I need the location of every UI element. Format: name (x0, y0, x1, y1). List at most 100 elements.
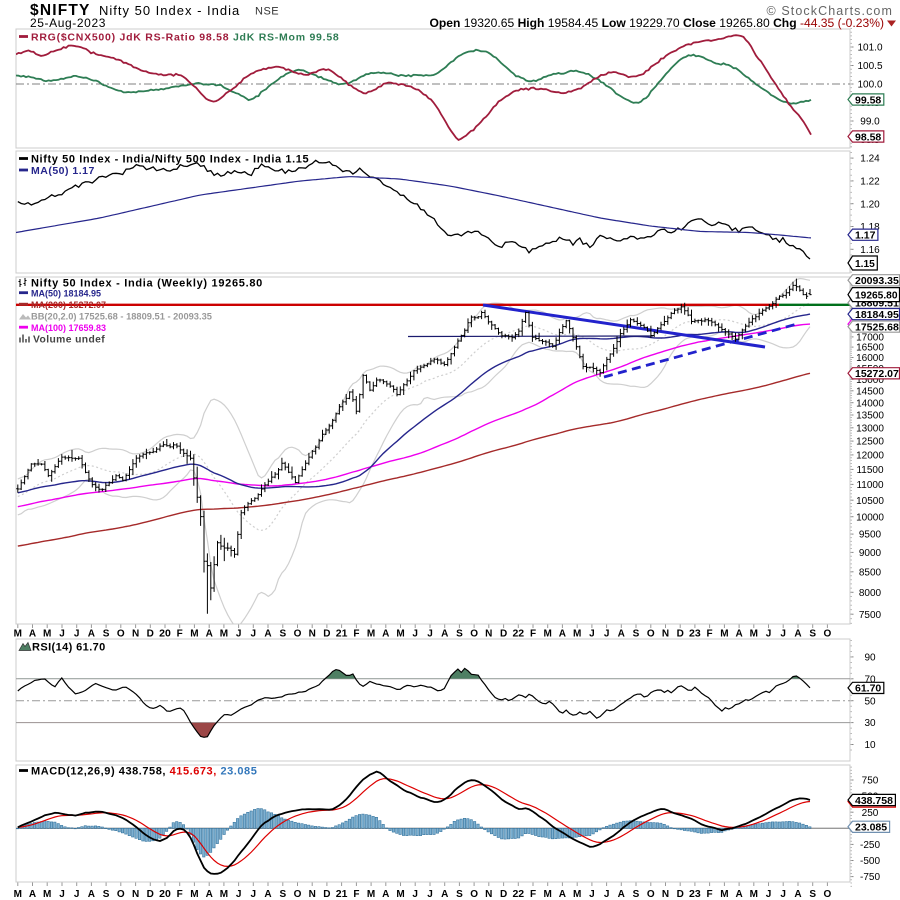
svg-text:J: J (427, 889, 433, 900)
svg-text:F: F (530, 889, 536, 900)
svg-text:O: O (294, 889, 302, 900)
svg-text:D: D (147, 889, 154, 900)
svg-text:10: 10 (864, 740, 876, 751)
svg-text:100.5: 100.5 (857, 61, 882, 72)
svg-text:61.70: 61.70 (855, 683, 881, 695)
svg-text:-750: -750 (860, 872, 880, 883)
svg-text:J: J (766, 628, 772, 639)
svg-text:15272.07: 15272.07 (855, 368, 899, 380)
svg-text:S: S (279, 628, 286, 639)
svg-text:A: A (29, 889, 36, 900)
svg-text:© StockCharts.com: © StockCharts.com (766, 4, 893, 18)
svg-text:17525.68: 17525.68 (855, 321, 899, 333)
svg-text:S: S (809, 628, 816, 639)
svg-text:70: 70 (864, 674, 876, 685)
svg-text:21: 21 (336, 888, 348, 900)
svg-text:750: 750 (862, 776, 879, 787)
svg-text:A: A (382, 889, 389, 900)
svg-text:S: S (279, 889, 286, 900)
svg-text:9000: 9000 (859, 548, 882, 559)
svg-text:S: S (633, 628, 640, 639)
svg-text:Volume undef: Volume undef (33, 335, 105, 346)
svg-text:S: S (809, 889, 816, 900)
svg-text:$NIFTY: $NIFTY (30, 2, 91, 19)
svg-text:A: A (88, 628, 95, 639)
svg-text:16000: 16000 (856, 353, 884, 364)
svg-text:20093.35: 20093.35 (855, 275, 899, 287)
svg-text:M: M (573, 889, 581, 900)
svg-text:M: M (220, 889, 228, 900)
svg-text:11500: 11500 (856, 465, 884, 476)
svg-text:Nifty 50 Index - India (Weekly: Nifty 50 Index - India (Weekly) 19265.80 (31, 278, 263, 290)
svg-text:99.0: 99.0 (860, 117, 880, 128)
svg-text:J: J (59, 628, 65, 639)
svg-text:14000: 14000 (856, 398, 884, 409)
svg-text:7500: 7500 (859, 610, 882, 621)
svg-text:F: F (353, 889, 359, 900)
svg-text:90: 90 (864, 653, 876, 664)
svg-text:F: F (177, 628, 183, 639)
svg-text:MA(200) 15272.07: MA(200) 15272.07 (31, 300, 106, 310)
svg-text:J: J (766, 889, 772, 900)
svg-text:M: M (544, 889, 552, 900)
svg-text:J: J (589, 628, 595, 639)
svg-text:438.758: 438.758 (855, 795, 893, 807)
svg-text:M: M (43, 889, 51, 900)
svg-text:M: M (43, 628, 51, 639)
svg-text:A: A (264, 628, 271, 639)
svg-text:A: A (29, 628, 36, 639)
svg-text:1.18: 1.18 (860, 222, 880, 233)
svg-text:O: O (470, 628, 478, 639)
svg-text:A: A (794, 889, 801, 900)
svg-text:D: D (677, 628, 684, 639)
svg-text:O: O (117, 889, 125, 900)
svg-text:1.15: 1.15 (855, 259, 875, 270)
svg-text:50: 50 (864, 696, 876, 707)
svg-text:J: J (412, 628, 418, 639)
svg-text:MA(50) 1.17: MA(50) 1.17 (31, 165, 95, 177)
svg-text:13500: 13500 (856, 411, 884, 422)
svg-text:S: S (103, 889, 110, 900)
svg-text:NSE: NSE (255, 6, 279, 18)
svg-text:N: N (132, 889, 139, 900)
svg-text:22: 22 (512, 888, 524, 900)
svg-text:A: A (206, 628, 213, 639)
svg-text:A: A (441, 628, 448, 639)
svg-text:M: M (367, 628, 375, 639)
svg-text:14500: 14500 (856, 386, 884, 397)
svg-text:A: A (559, 889, 566, 900)
svg-text:N: N (485, 628, 492, 639)
svg-text:O: O (117, 628, 125, 639)
svg-text:D: D (500, 889, 507, 900)
svg-text:25-Aug-2023: 25-Aug-2023 (30, 16, 106, 30)
svg-text:15000: 15000 (856, 375, 884, 386)
svg-text:M: M (190, 889, 198, 900)
svg-text:BB(20,2.0) 17525.68 - 18809.51: BB(20,2.0) 17525.68 - 18809.51 - 20093.3… (31, 312, 212, 322)
svg-text:Nifty 50 Index - India/Nifty 5: Nifty 50 Index - India/Nifty 500 Index -… (31, 154, 309, 166)
svg-text:MA(50) 18184.95: MA(50) 18184.95 (31, 289, 101, 299)
svg-text:D: D (147, 628, 154, 639)
svg-text:10500: 10500 (856, 496, 884, 507)
svg-text:M: M (750, 889, 758, 900)
svg-text:16500: 16500 (856, 343, 884, 354)
svg-text:100.0: 100.0 (857, 80, 882, 91)
svg-text:MACD(12,26,9) 438.758, 415.673: MACD(12,26,9) 438.758, 415.673, 23.085 (31, 766, 257, 778)
svg-text:O: O (647, 628, 655, 639)
svg-text:N: N (485, 889, 492, 900)
svg-text:21: 21 (336, 627, 348, 639)
svg-text:F: F (177, 889, 183, 900)
svg-text:M: M (720, 628, 728, 639)
svg-text:D: D (323, 889, 330, 900)
svg-text:A: A (618, 628, 625, 639)
svg-text:A: A (618, 889, 625, 900)
svg-text:M: M (720, 889, 728, 900)
svg-text:M: M (396, 889, 404, 900)
svg-text:A: A (441, 889, 448, 900)
svg-text:1.20: 1.20 (860, 199, 880, 210)
svg-text:A: A (382, 628, 389, 639)
svg-text:-500: -500 (860, 856, 880, 867)
svg-text:F: F (707, 628, 713, 639)
svg-text:10000: 10000 (856, 512, 884, 523)
svg-text:12500: 12500 (856, 437, 884, 448)
svg-text:N: N (309, 628, 316, 639)
